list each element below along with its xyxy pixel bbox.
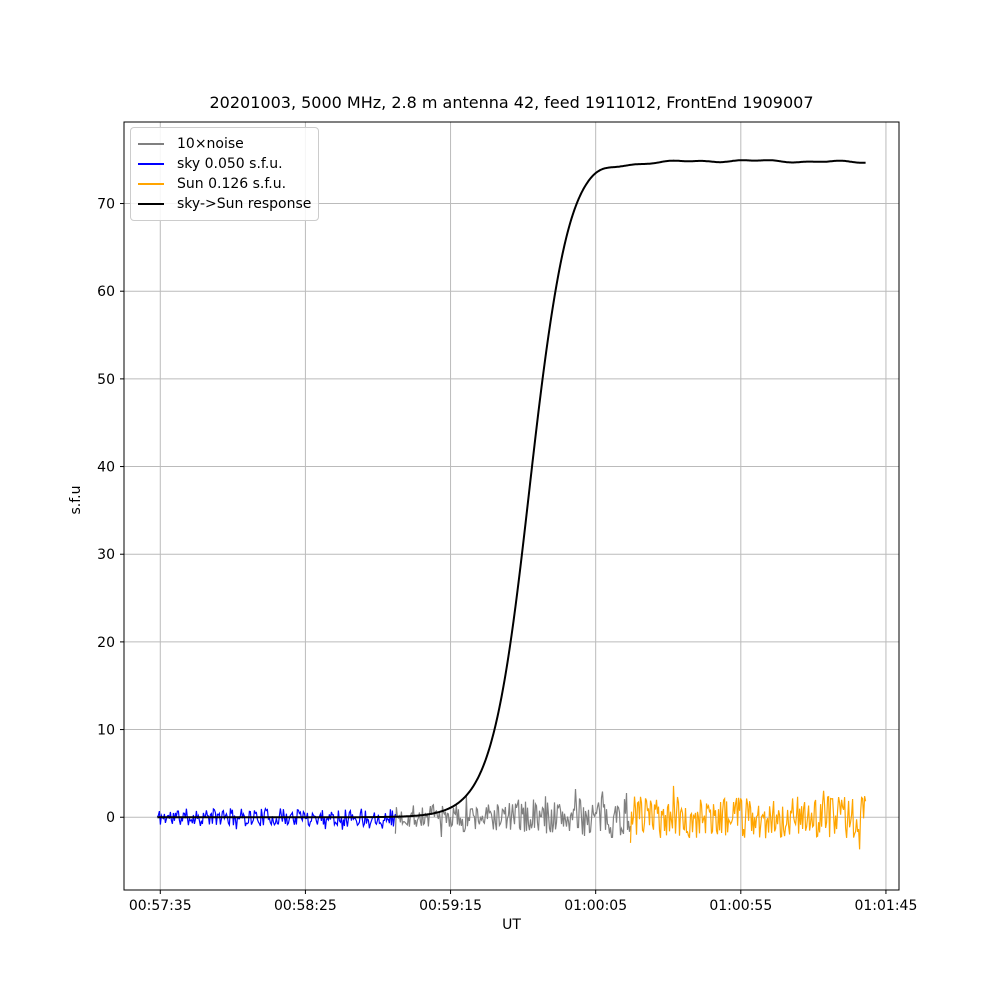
series — [156, 159, 867, 850]
legend-swatch-sky — [138, 163, 164, 165]
x-tick-label: 01:01:45 — [854, 898, 917, 914]
x-tick-label: 01:00:55 — [709, 898, 772, 914]
y-tick-label: 0 — [106, 810, 115, 826]
axes: 00:57:35 00:58:25 00:59:15 01:00:05 01:00:55… — [97, 121, 917, 914]
legend-swatch-response — [138, 203, 164, 205]
y-tick-label: 20 — [97, 635, 115, 651]
legend-label-response: sky->Sun response — [177, 196, 312, 212]
x-tick-label: 01:00:05 — [564, 898, 627, 914]
legend-entry-sun: Sun 0.126 s.f.u. — [138, 174, 310, 194]
legend: 10×noise sky 0.050 s.f.u. Sun 0.126 s.f.… — [130, 127, 319, 221]
y-tick-label: 30 — [97, 547, 115, 563]
legend-label-noise: 10×noise — [177, 136, 244, 152]
legend-label-sun: Sun 0.126 s.f.u. — [177, 176, 287, 192]
y-tick-label: 60 — [97, 284, 115, 300]
legend-swatch-sun — [138, 183, 164, 185]
legend-entry-noise: 10×noise — [138, 134, 310, 154]
y-tick-label: 40 — [97, 460, 115, 476]
grid — [124, 122, 899, 890]
x-tick-label: 00:57:35 — [129, 898, 192, 914]
x-tick-label: 00:58:25 — [274, 898, 337, 914]
y-axis-label: s.f.u — [68, 485, 84, 515]
series-path-sun-0-126-s-f-u- — [629, 785, 867, 850]
y-tick-label: 50 — [97, 372, 115, 388]
y-tick-label: 70 — [97, 197, 115, 213]
x-tick-label: 00:59:15 — [419, 898, 482, 914]
series-path-10-noise — [394, 788, 632, 839]
series-path-response — [157, 159, 866, 819]
x-axis-label: UT — [502, 917, 521, 933]
legend-label-sky: sky 0.050 s.f.u. — [177, 156, 283, 172]
series-path-sky-0-050-s-f-u- — [156, 806, 396, 830]
plot-area-border — [123, 121, 900, 891]
legend-swatch-noise — [138, 143, 164, 145]
chart-title: 20201003, 5000 MHz, 2.8 m antenna 42, fe… — [209, 93, 814, 112]
y-tick-label: 10 — [97, 723, 115, 739]
legend-entry-response: sky->Sun response — [138, 194, 312, 214]
legend-entry-sky: sky 0.050 s.f.u. — [138, 154, 310, 174]
